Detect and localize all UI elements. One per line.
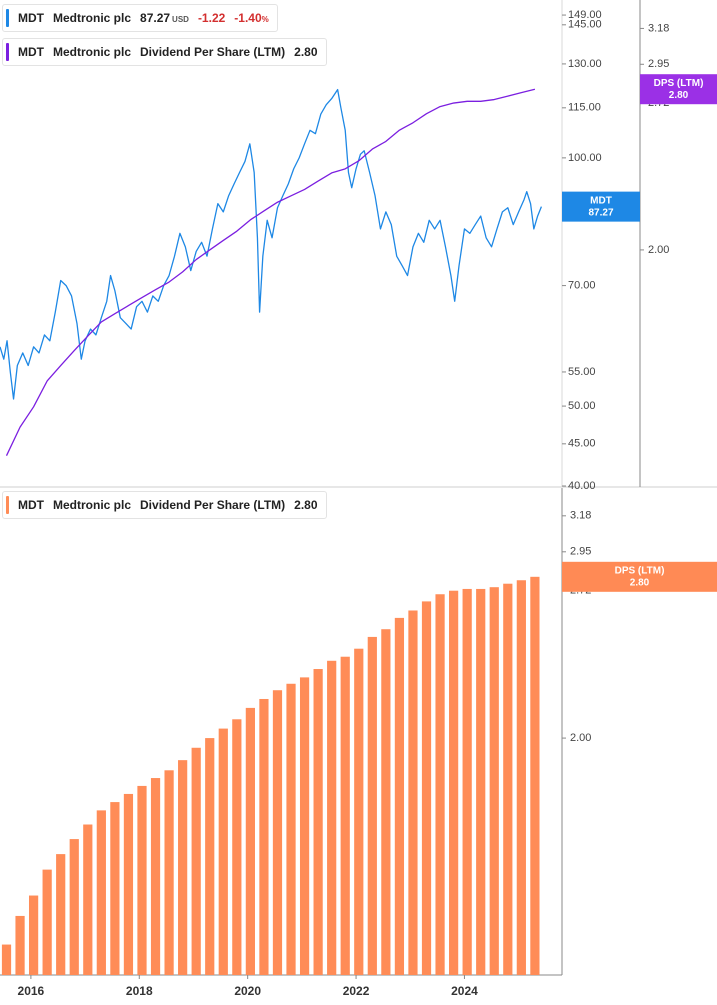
last-value-tag [562,191,640,222]
tag-label: DPS (LTM) [615,565,665,576]
bar [191,747,201,975]
bar [530,576,540,975]
bar [259,698,269,975]
bar [435,594,445,975]
bar [205,738,215,975]
bar [462,588,472,975]
legend-change-pct: -1.40 [234,11,262,25]
bar [123,793,134,975]
tag-label: MDT [590,195,612,206]
bar [286,683,296,975]
bar [394,617,405,975]
legend-item: MDT Medtronic plc 87.27 USD -1.22 -1.40% [2,4,278,32]
bar [354,648,364,975]
bar [381,629,391,975]
bar [449,590,459,975]
legend-last: 2.80 [294,498,318,512]
bar [150,778,161,975]
line-series [5,88,536,456]
legend-company: Medtronic plc [53,45,132,59]
y-tick-label: 100.00 [568,152,602,164]
legend-swatch [6,496,9,514]
bar [327,660,337,975]
x-tick-label: 2024 [451,984,478,998]
bar [164,770,174,975]
bar [110,802,120,975]
y-tick-label: 40.00 [568,480,596,492]
bar [340,656,350,975]
y-tick-label: 55.00 [568,366,596,378]
legend-name: Medtronic plc [53,11,132,25]
y-tick-label: 70.00 [568,280,596,292]
y-tick-label: 3.18 [570,510,591,522]
tag-value: 2.80 [669,90,689,101]
bar [69,839,79,975]
y-tick-label: 130.00 [568,58,602,70]
tag-value: 2.80 [630,577,650,588]
y-tick-label: 2.00 [570,732,591,744]
legend-name: Dividend Per Share (LTM) [140,498,286,512]
bar [137,785,147,975]
line-series [0,88,543,400]
last-value-tag [562,561,717,592]
bar [42,869,52,975]
bar [83,824,93,975]
legend-pct-unit: % [261,15,269,24]
bar [313,669,323,975]
bar [421,601,432,975]
y-tick-label: 45.00 [568,438,596,450]
legend-price: 87.27 [140,11,171,25]
legend-change: -1.22 [197,11,226,25]
bar [476,588,486,975]
legend-company: Medtronic plc [53,498,132,512]
bar [503,583,513,975]
bar [178,760,188,975]
legend-last: 2.80 [294,45,318,59]
bar [299,677,310,975]
y-tick-label: 149.00 [568,9,602,21]
bar [516,580,526,975]
bar [218,728,228,975]
bar [1,944,12,975]
legend-ticker: MDT [18,45,44,59]
legend-ticker: MDT [18,498,44,512]
x-tick-label: 2020 [234,984,261,998]
y2-tick-label: 3.18 [648,22,669,34]
legend-name: Dividend Per Share (LTM) [140,45,286,59]
tag-label: DPS (LTM) [654,78,704,89]
legend-item: MDT Medtronic plc Dividend Per Share (LTM)… [2,491,327,519]
x-tick-label: 2018 [126,984,153,998]
legend-swatch [6,9,9,27]
bar [232,719,242,975]
bar [272,690,283,975]
y-tick-label: 2.95 [570,546,591,558]
bar [28,895,39,975]
legend-item: MDT Medtronic plc Dividend Per Share (LTM)… [2,38,327,66]
x-tick-label: 2016 [18,984,45,998]
y2-tick-label: 2.95 [648,58,669,70]
legend-swatch [6,43,9,61]
y-tick-label: 115.00 [568,102,601,114]
bar [367,636,377,975]
bar [15,915,25,975]
bar [245,707,255,975]
bar [96,810,106,975]
tag-value: 87.27 [588,207,613,218]
bar [56,854,66,975]
last-value-tag [640,74,717,105]
y2-tick-label: 2.00 [648,244,669,256]
bar [489,587,499,975]
legend-ticker: MDT [18,11,44,25]
x-tick-label: 2022 [343,984,370,998]
y-tick-label: 145.00 [568,19,602,31]
legend-currency: USD [172,15,189,24]
bar [408,610,418,975]
y-tick-label: 50.00 [568,400,596,412]
